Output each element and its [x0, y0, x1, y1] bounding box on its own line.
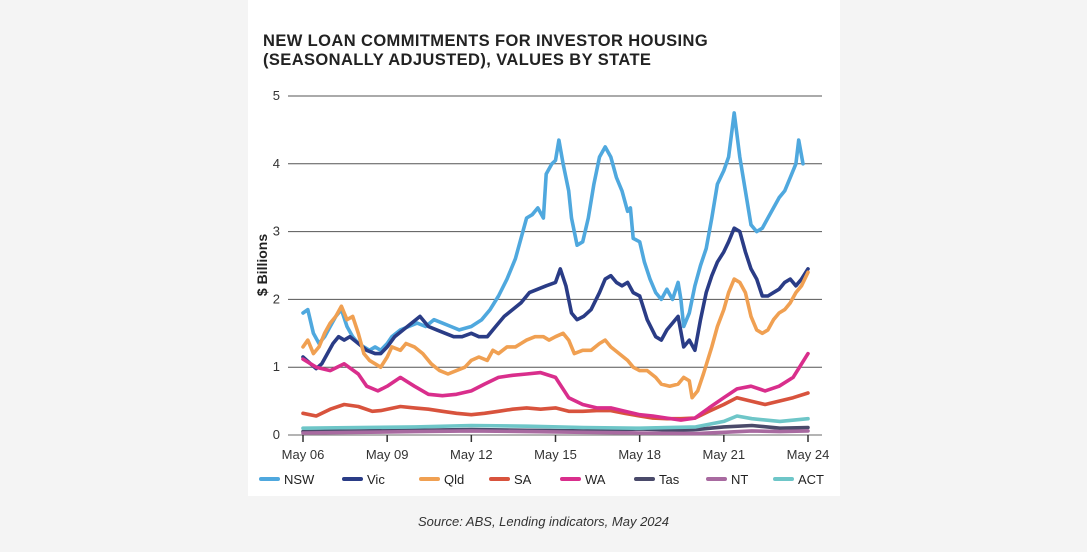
series-line-qld — [301, 270, 810, 400]
x-tick-label: May 21 — [703, 447, 746, 462]
y-tick-label: 3 — [273, 224, 280, 239]
y-tick-label: 0 — [273, 427, 280, 442]
legend-label-tas: Tas — [659, 472, 680, 487]
chart-title-line-1: NEW LOAN COMMITMENTS FOR INVESTOR HOUSIN… — [263, 32, 709, 50]
chart-panel — [248, 0, 840, 496]
series-lines — [301, 111, 810, 436]
y-axis-label: $ Billions — [254, 234, 270, 296]
legend-label-nt: NT — [731, 472, 748, 487]
source-note: Source: ABS, Lending indicators, May 202… — [418, 514, 669, 529]
series-line-wa — [301, 351, 810, 422]
legend-label-sa: SA — [514, 472, 532, 487]
chart-title: NEW LOAN COMMITMENTS FOR INVESTOR HOUSIN… — [263, 32, 823, 70]
chart-title-line-2: (SEASONALLY ADJUSTED), VALUES BY STATE — [263, 51, 652, 69]
y-tick-label: 4 — [273, 156, 280, 171]
x-tick-label: May 12 — [450, 447, 493, 462]
series-line-sa — [301, 391, 810, 421]
series-line-act — [301, 414, 810, 430]
legend: NSW Vic Qld SA WA Tas NT ACT — [259, 472, 824, 487]
legend-label-wa: WA — [585, 472, 606, 487]
legend-label-nsw: NSW — [284, 472, 315, 487]
x-tick-label: May 24 — [787, 447, 830, 462]
x-tick-label: May 18 — [618, 447, 661, 462]
gridlines — [288, 95, 822, 436]
series-line-nsw — [301, 111, 805, 353]
series-line-nt — [301, 429, 810, 436]
y-axis-ticks: 0 1 2 3 4 5 — [273, 88, 280, 442]
x-axis: May 06 May 09 May 12 May 15 May 18 May 21 May … — [282, 435, 830, 462]
legend-label-qld: Qld — [444, 472, 464, 487]
legend-label-act: ACT — [798, 472, 824, 487]
y-tick-label: 2 — [273, 291, 280, 306]
y-tick-label: 5 — [273, 88, 280, 103]
y-tick-label: 1 — [273, 359, 280, 374]
x-tick-label: May 15 — [534, 447, 577, 462]
x-tick-label: May 06 — [282, 447, 325, 462]
legend-label-vic: Vic — [367, 472, 385, 487]
series-line-vic — [301, 226, 810, 371]
x-tick-label: May 09 — [366, 447, 409, 462]
